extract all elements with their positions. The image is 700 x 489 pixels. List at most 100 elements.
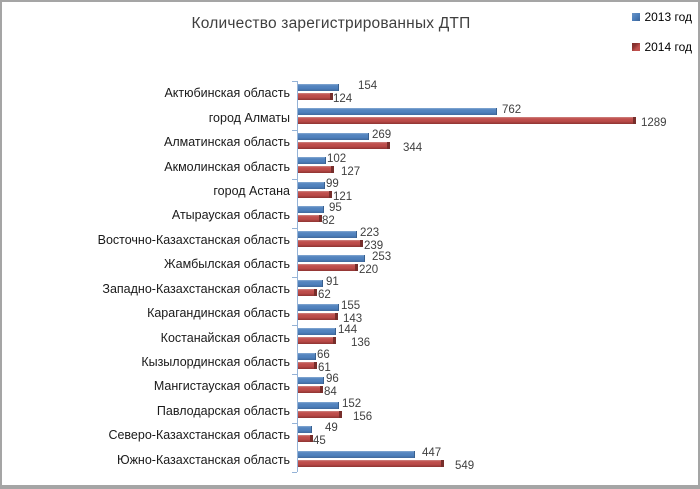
legend-label-2014: 2014 год [644, 40, 692, 54]
chart-row: Акмолинская область 102 127 [2, 153, 685, 179]
category-label: Жамбылская область [164, 257, 290, 272]
chart-row: Алматинская область 269 344 [2, 129, 685, 155]
category-label: Карагандинская область [147, 306, 290, 321]
legend-swatch-2013-icon [632, 13, 641, 21]
value-label-2013: 152 [342, 397, 362, 410]
category-label: Северо-Казахстанская область [108, 428, 290, 443]
bar-2014: 344 [298, 141, 422, 154]
bars-cell: 762 1289 [297, 105, 685, 130]
bar-2014: 239 [298, 239, 383, 251]
value-label-2013: 96 [326, 373, 339, 386]
category-label: Западно-Казахстанская область [102, 281, 290, 296]
bar-2013: 223 [298, 227, 379, 238]
bars-cell: 152 156 [297, 398, 685, 424]
chart-row: Кызылординская область 66 61 [2, 349, 685, 375]
axis-tick [292, 374, 297, 375]
category-label: Акмолинская область [164, 159, 290, 174]
chart-row: Жамбылская область 253 220 [2, 251, 685, 277]
bar-2014: 156 [298, 410, 372, 422]
bar-2013: 152 [298, 398, 361, 409]
value-label-2014: 156 [353, 410, 373, 423]
value-label-2014: 1289 [641, 117, 667, 130]
value-label-2013: 144 [338, 324, 358, 337]
legend-swatch-2014-icon [632, 43, 641, 51]
plot-area: Актюбинская область 154 124 город Алматы 762… [2, 80, 685, 473]
value-label-2014: 344 [403, 141, 423, 154]
value-label-2014: 124 [333, 93, 353, 105]
value-label-2013: 95 [329, 202, 342, 215]
bar-2013: 96 [298, 374, 339, 385]
bar-2014: 136 [298, 337, 370, 349]
value-label-2013: 253 [372, 251, 392, 264]
bar-2014: 61 [298, 361, 331, 374]
value-label-2013: 102 [327, 153, 347, 166]
axis-tick [292, 423, 297, 424]
bar-2013: 155 [298, 300, 360, 312]
category-label: Алматинская область [164, 135, 290, 150]
bars-cell: 91 62 [297, 276, 685, 301]
bar-2014: 82 [298, 215, 335, 227]
bars-cell: 253 220 [297, 251, 685, 277]
bar-2013: 91 [298, 276, 339, 287]
bar-2013: 95 [298, 202, 342, 214]
value-label-2014: 143 [343, 312, 363, 325]
axis-tick [292, 81, 297, 82]
value-label-2014: 45 [313, 435, 326, 448]
chart-row: город Астана 99 121 [2, 178, 685, 204]
bars-cell: 269 344 [297, 129, 685, 155]
legend: 2013 год 2014 год [632, 10, 692, 54]
bar-2014: 143 [298, 312, 362, 325]
bar-2014: 124 [298, 93, 352, 105]
value-label-2013: 762 [502, 104, 522, 117]
bars-cell: 154 124 [297, 80, 685, 106]
chart-row: Актюбинская область 154 124 [2, 80, 685, 106]
axis-tick [292, 325, 297, 326]
bar-2013: 49 [298, 422, 338, 434]
bar-2013: 447 [298, 447, 441, 458]
value-label-2013: 49 [325, 422, 338, 435]
value-label-2014: 82 [322, 215, 335, 228]
bars-cell: 66 61 [297, 349, 685, 375]
bar-2013: 66 [298, 349, 330, 361]
value-label-2014: 220 [359, 264, 379, 277]
bar-2013: 99 [298, 178, 339, 190]
value-label-2013: 269 [372, 128, 392, 141]
bars-cell: 144 136 [297, 325, 685, 350]
value-label-2013: 66 [317, 348, 330, 361]
chart-row: Южно-Казахстанская область 447 549 [2, 447, 685, 472]
category-label: Мангистауская область [153, 379, 290, 394]
chart-row: Мангистауская область 96 84 [2, 374, 685, 399]
chart-title: Количество зарегистрированных ДТП [191, 15, 471, 32]
chart-row: Павлодарская область 152 156 [2, 398, 685, 424]
legend-label-2013: 2013 год [644, 10, 692, 24]
chart-row: Атырауская область 95 82 [2, 202, 685, 228]
bars-cell: 96 84 [297, 374, 685, 399]
category-label: Кызылординская область [141, 355, 290, 370]
value-label-2013: 155 [341, 299, 361, 312]
chart-row: Северо-Казахстанская область 49 45 [2, 422, 685, 448]
bar-2013: 269 [298, 129, 391, 141]
bar-2014: 549 [298, 459, 474, 471]
value-label-2013: 99 [326, 177, 339, 190]
chart-row: Костанайская область 144 136 [2, 325, 685, 350]
category-label: Восточно-Казахстанская область [97, 232, 290, 247]
bar-2013: 154 [298, 80, 377, 92]
bars-cell: 447 549 [297, 447, 685, 472]
bars-cell: 99 121 [297, 178, 685, 204]
bar-2014: 121 [298, 190, 352, 203]
bar-2014: 45 [298, 435, 326, 447]
bars-cell: 102 127 [297, 153, 685, 179]
bar-2013: 144 [298, 325, 357, 336]
category-label: Южно-Казахстанская область [116, 452, 290, 467]
value-label-2014: 136 [351, 337, 371, 350]
bars-cell: 155 143 [297, 300, 685, 326]
category-label: Павлодарская область [156, 403, 290, 418]
value-label-2014: 127 [341, 166, 361, 179]
category-label: Актюбинская область [164, 86, 290, 101]
value-label-2014: 62 [318, 288, 331, 301]
bar-2013: 762 [298, 105, 521, 116]
value-label-2014: 61 [318, 361, 331, 374]
bar-2013: 253 [298, 251, 391, 263]
category-label: Костанайская область [160, 330, 290, 345]
